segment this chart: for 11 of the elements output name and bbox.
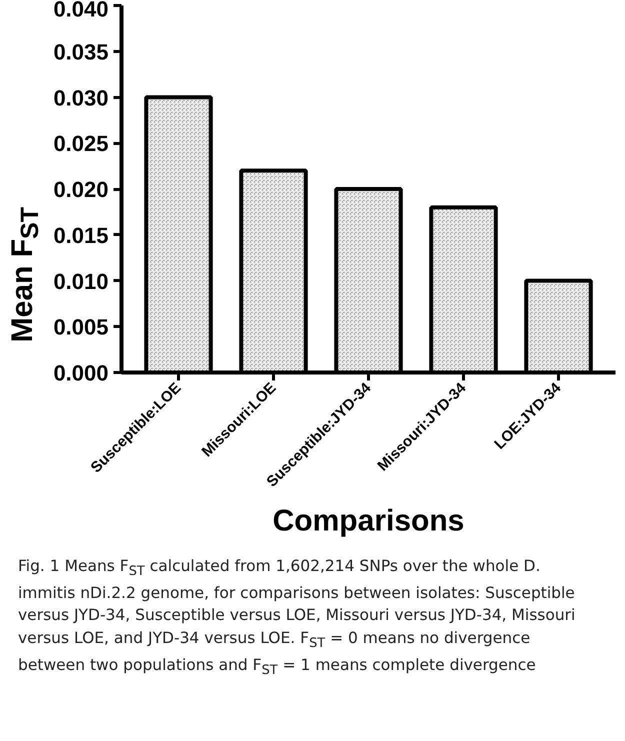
- y-tick-label: 0.000: [53, 360, 109, 386]
- y-tick-label: 0.005: [53, 314, 109, 340]
- y-tick-label: 0.030: [53, 85, 109, 110]
- y-tick-label: 0.035: [53, 39, 109, 64]
- text: Fig. 1 Means F$_{ST}$ calculated from 1,602,214 SNPs over the whole D. immitis nDi.2.2 genome, for comparisons between isolates: Susceptible versus JYD-34, Susceptible versus LOE, Missouri versus JYD-34, Missouri versus LOE, and JYD-34 versus LOE. F$_{ST}$ = 0 means no divergence between two populations and F$_{ST}$ = 1 means complete divergence: [18, 557, 576, 678]
- y-tick-label: 0.010: [53, 268, 109, 294]
- y-tick-label: 0.020: [53, 177, 109, 202]
- y-tick-label: 0.040: [53, 0, 109, 22]
- y-tick-label: 0.015: [53, 222, 109, 248]
- x-axis-title: Comparisons: [272, 504, 464, 538]
- y-tick-label: 0.025: [53, 131, 109, 156]
